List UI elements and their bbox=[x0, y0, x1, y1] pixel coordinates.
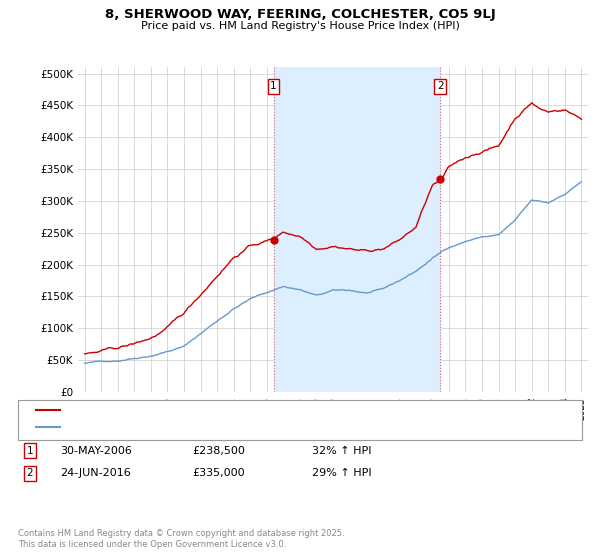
Text: 29% ↑ HPI: 29% ↑ HPI bbox=[312, 468, 371, 478]
Bar bbox=[274, 67, 440, 392]
Text: 1: 1 bbox=[270, 81, 277, 91]
Text: Price paid vs. HM Land Registry's House Price Index (HPI): Price paid vs. HM Land Registry's House … bbox=[140, 21, 460, 31]
Text: 8, SHERWOOD WAY, FEERING, COLCHESTER, CO5 9LJ (semi-detached house): 8, SHERWOOD WAY, FEERING, COLCHESTER, CO… bbox=[66, 405, 442, 416]
Text: 1: 1 bbox=[26, 446, 34, 456]
Text: 30-MAY-2006: 30-MAY-2006 bbox=[60, 446, 132, 456]
Text: HPI: Average price, semi-detached house, Braintree: HPI: Average price, semi-detached house,… bbox=[66, 422, 319, 432]
Text: 24-JUN-2016: 24-JUN-2016 bbox=[60, 468, 131, 478]
Text: 8, SHERWOOD WAY, FEERING, COLCHESTER, CO5 9LJ: 8, SHERWOOD WAY, FEERING, COLCHESTER, CO… bbox=[104, 8, 496, 21]
Text: 2: 2 bbox=[26, 468, 34, 478]
Text: £335,000: £335,000 bbox=[192, 468, 245, 478]
Text: 32% ↑ HPI: 32% ↑ HPI bbox=[312, 446, 371, 456]
Text: £238,500: £238,500 bbox=[192, 446, 245, 456]
Text: Contains HM Land Registry data © Crown copyright and database right 2025.
This d: Contains HM Land Registry data © Crown c… bbox=[18, 529, 344, 549]
Text: 2: 2 bbox=[437, 81, 443, 91]
